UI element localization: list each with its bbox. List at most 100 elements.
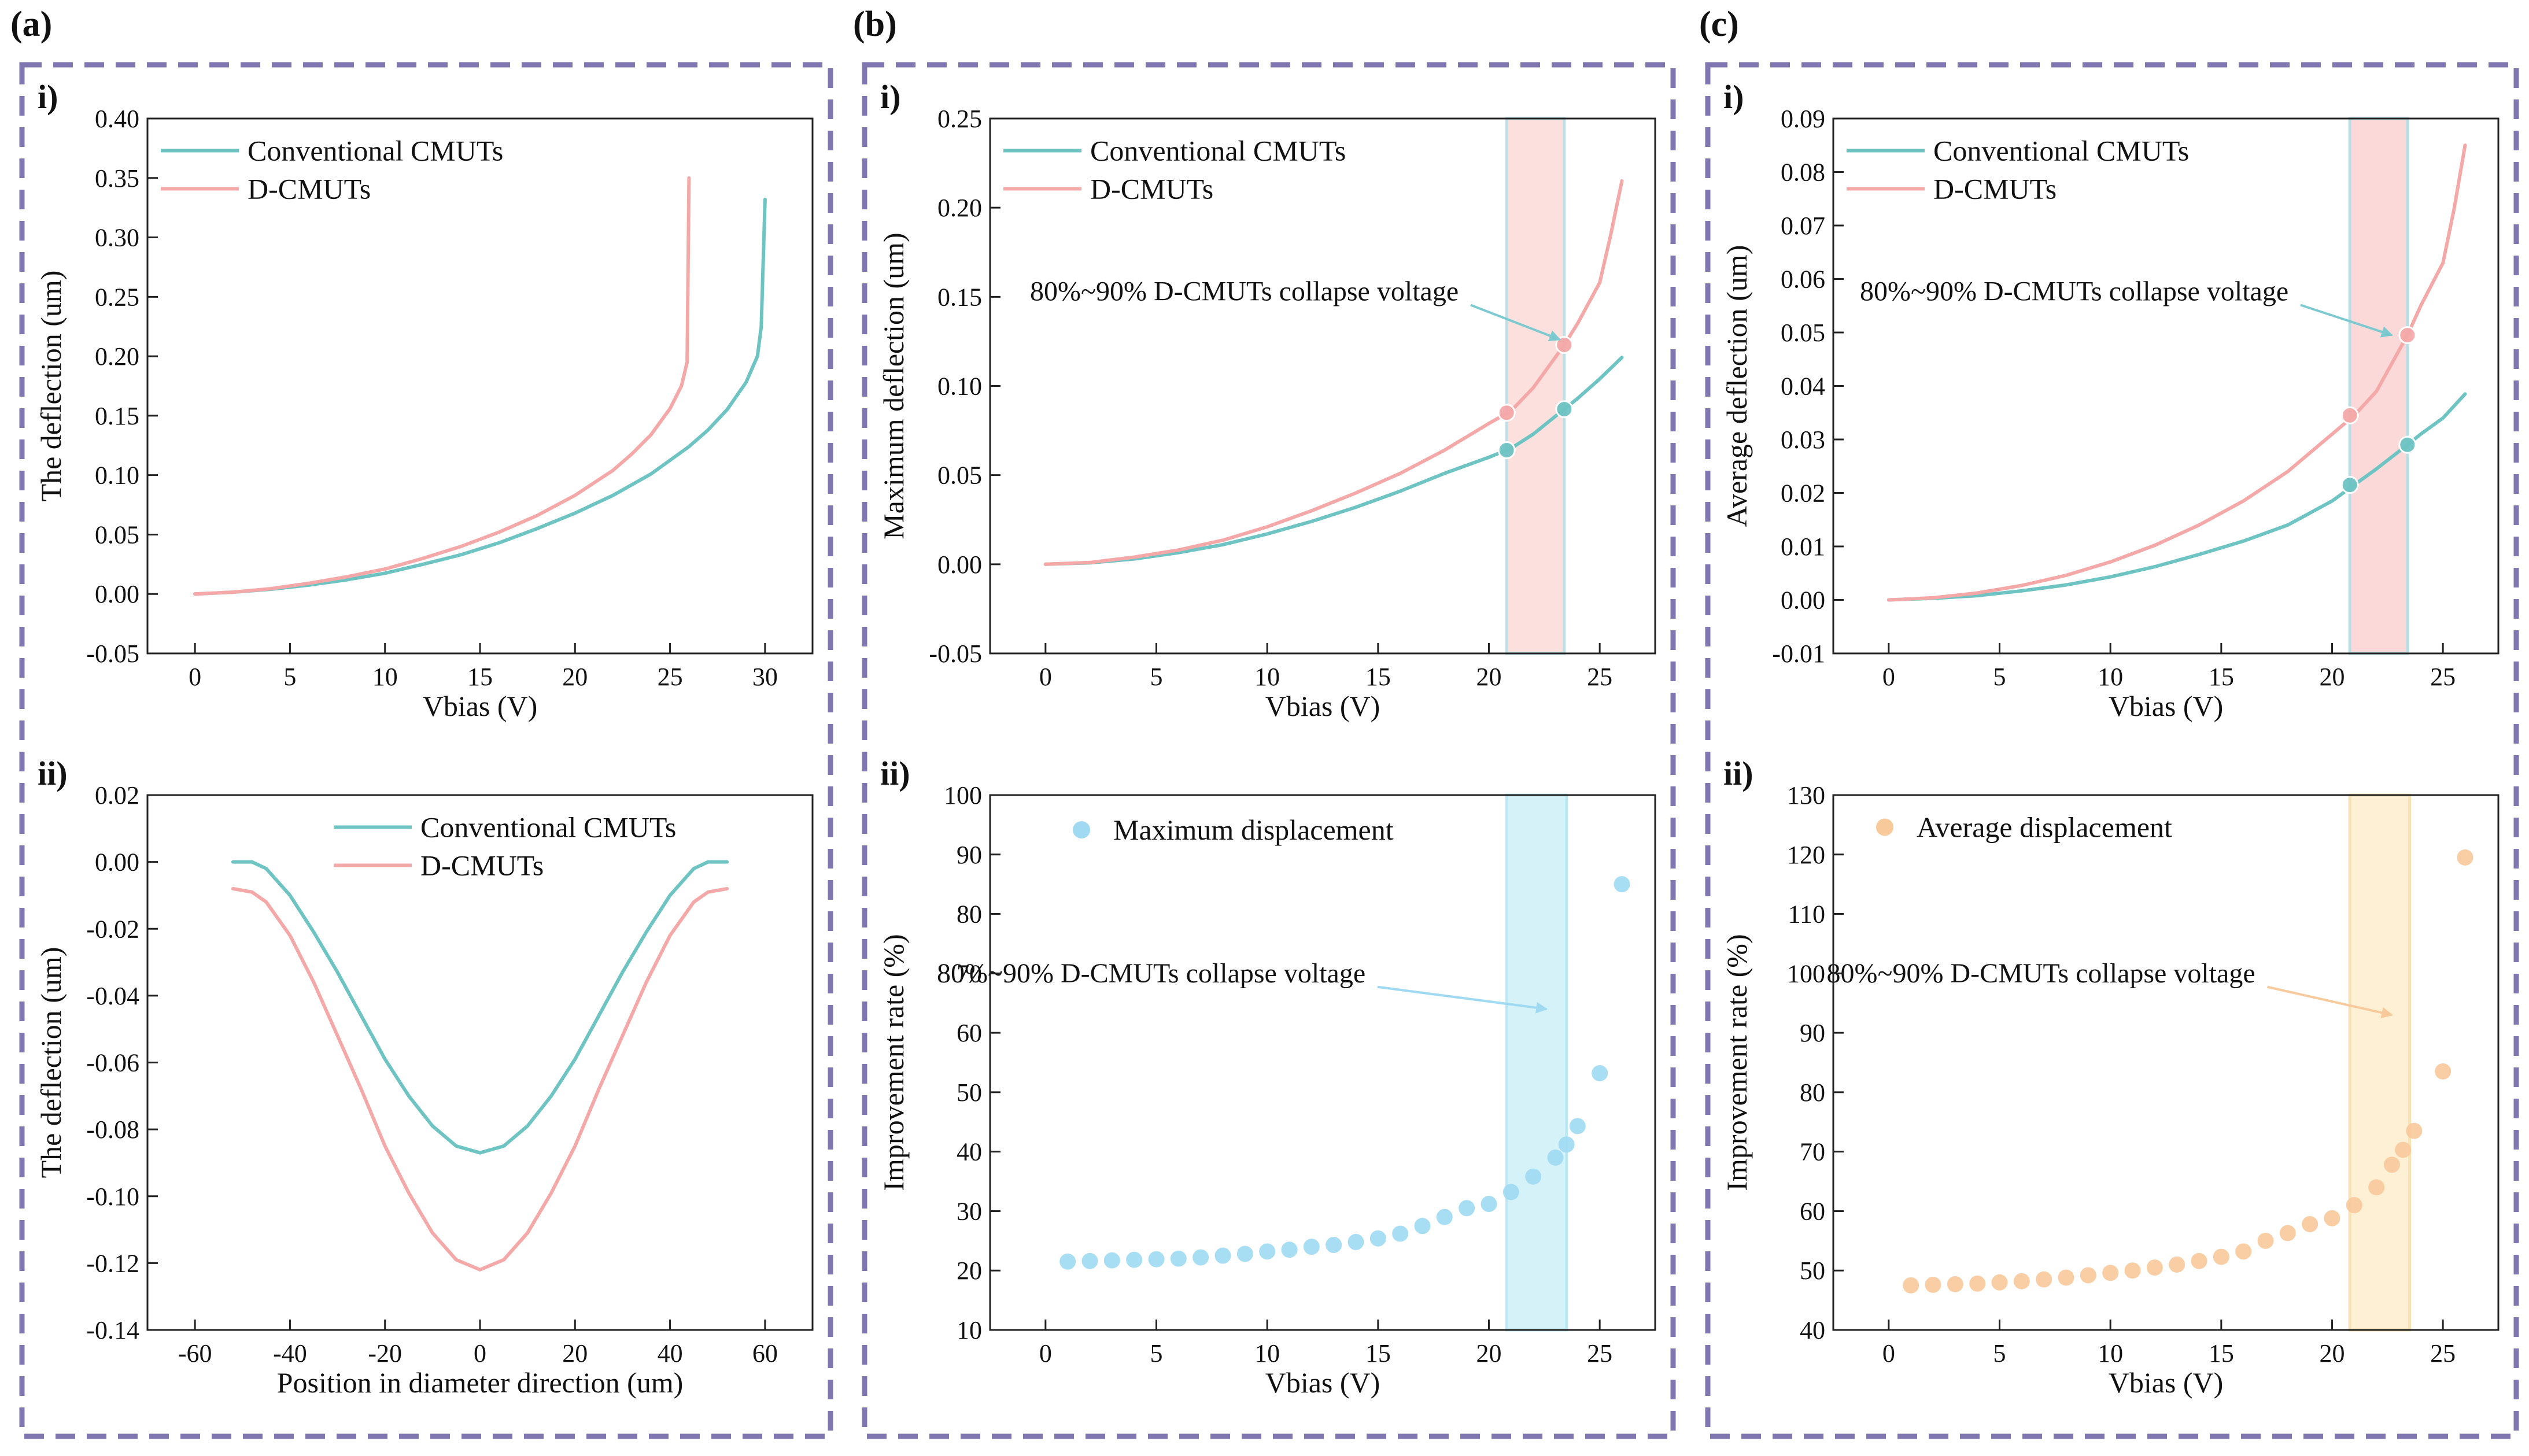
- data-point: [1259, 1243, 1276, 1260]
- highlight-marker: [1497, 404, 1516, 422]
- data-layer: [1903, 849, 2473, 1294]
- y-tick-label: 0.00: [937, 550, 982, 579]
- data-point: [2013, 1273, 2030, 1289]
- sublabel-b-ii: ii): [880, 755, 910, 792]
- series-line: [1886, 143, 2467, 602]
- y-tick-label: 0.02: [95, 781, 139, 810]
- data-point: [1569, 1118, 1586, 1135]
- data-point: [2457, 849, 2473, 866]
- y-axis-label: The deflection (um): [35, 947, 67, 1178]
- y-tick-label: 0.00: [95, 580, 139, 608]
- panel-b-label: (b): [853, 5, 897, 44]
- data-point: [2384, 1156, 2400, 1173]
- data-point: [1369, 1230, 1386, 1247]
- data-point: [2146, 1259, 2163, 1276]
- x-tick-label: 10: [1254, 663, 1280, 691]
- panel-a-label: (a): [10, 5, 52, 44]
- data-point: [1903, 1277, 1919, 1294]
- legend-label: D-CMUTs: [248, 173, 371, 205]
- data-point: [2368, 1179, 2385, 1196]
- data-point: [2102, 1265, 2119, 1281]
- legend: Conventional CMUTs D-CMUTs: [334, 811, 676, 882]
- data-layer: [1886, 143, 2467, 602]
- x-tick-label: 0: [1882, 1339, 1895, 1368]
- y-tick-label: -0.04: [86, 982, 139, 1010]
- x-tick-label: -20: [368, 1339, 402, 1368]
- y-tick-label: -0.05: [86, 640, 139, 668]
- axes-frame: [989, 794, 1656, 1331]
- y-tick-label: 0.08: [1781, 158, 1825, 187]
- collapse-voltage-band: [2348, 793, 2412, 1332]
- y-tick-label: -0.12: [86, 1249, 139, 1277]
- x-tick-label: 10: [1254, 1339, 1280, 1368]
- x-axis-label: Position in diameter direction (um): [277, 1366, 684, 1399]
- y-tick-label: 100: [944, 781, 982, 810]
- data-point: [1502, 1184, 1519, 1200]
- legend: Maximum displacement: [1073, 814, 1394, 846]
- highlight-marker: [2340, 406, 2359, 424]
- data-point: [2395, 1141, 2412, 1158]
- data-point: [2080, 1267, 2096, 1284]
- annotation-arrow: [2300, 304, 2393, 338]
- sublabel-a-ii: ii): [38, 755, 68, 792]
- x-tick-label: 20: [562, 1339, 588, 1368]
- legend-label: D-CMUTs: [1090, 173, 1213, 205]
- legend-label: D-CMUTs: [420, 849, 544, 882]
- highlight-marker: [2398, 435, 2417, 454]
- legend-label: Conventional CMUTs: [420, 811, 676, 844]
- y-tick-label: 0.00: [95, 848, 139, 877]
- data-point: [2279, 1225, 2296, 1241]
- annotation-arrow: [1470, 304, 1561, 342]
- y-tick-label: -0.10: [86, 1182, 139, 1211]
- series-line: [193, 176, 691, 596]
- annotation-text: 80%~90% D-CMUTs collapse voltage: [1860, 276, 2288, 307]
- legend: Conventional CMUTs D-CMUTs: [1003, 135, 1346, 205]
- series-line: [193, 197, 767, 596]
- panel-a-frame: [19, 62, 833, 1439]
- y-tick-label: 60: [957, 1019, 982, 1047]
- data-point: [1614, 876, 1630, 893]
- y-tick-label: 0.02: [1781, 479, 1825, 508]
- x-tick-label: 15: [467, 663, 493, 691]
- chart-a-i: i) 0 5 10 15 20 25 30 -0.05 0.00 0.05 0.10 0.15 0.20 0…: [35, 78, 814, 722]
- data-layer: [1059, 876, 1630, 1270]
- y-tick-label: 0.25: [95, 283, 139, 311]
- data-point: [1991, 1274, 2008, 1291]
- x-tick-label: 20: [1476, 1339, 1502, 1368]
- data-point: [1281, 1241, 1298, 1258]
- data-point: [1414, 1218, 1431, 1235]
- data-point: [1481, 1196, 1497, 1213]
- y-tick-label: 0.35: [95, 164, 139, 193]
- x-tick-label: 25: [658, 663, 683, 691]
- x-tick-label: 0: [1882, 663, 1895, 691]
- data-point: [1192, 1249, 1209, 1266]
- x-tick-label: 10: [2098, 663, 2123, 691]
- data-layer: [231, 860, 729, 1272]
- y-tick-label: 80: [1800, 1078, 1825, 1107]
- y-tick-label: 0.00: [1781, 586, 1825, 615]
- chart-c-ii: ii) 80%~90% D-CMUTs collapse voltage 0 5 10 1…: [1721, 755, 2500, 1399]
- legend-label: Conventional CMUTs: [1090, 135, 1346, 167]
- data-point: [1525, 1168, 1542, 1185]
- data-point: [1592, 1065, 1608, 1081]
- data-point: [1059, 1253, 1076, 1270]
- legend-label: Conventional CMUTs: [1933, 135, 2189, 167]
- x-tick-label: 5: [1150, 663, 1163, 691]
- y-tick-label: -0.06: [86, 1049, 139, 1077]
- y-tick-label: 0.10: [95, 461, 139, 490]
- x-tick-label: 15: [2209, 663, 2234, 691]
- y-axis-label: Improvement rate (%): [1721, 934, 1753, 1191]
- y-tick-label: 0.20: [95, 342, 139, 371]
- y-tick-label: 40: [1800, 1316, 1825, 1344]
- y-tick-label: 80: [957, 900, 982, 929]
- x-tick-label: 40: [658, 1339, 683, 1368]
- data-layer: [193, 176, 767, 596]
- y-tick-label: 70: [957, 959, 982, 988]
- x-tick-label: -40: [273, 1339, 307, 1368]
- y-tick-label: 0.15: [95, 402, 139, 430]
- data-point: [1459, 1200, 1475, 1217]
- data-point: [1303, 1239, 1320, 1255]
- annotation-text: 80%~90% D-CMUTs collapse voltage: [937, 958, 1365, 989]
- data-point: [2435, 1063, 2452, 1080]
- x-tick-label: 5: [1993, 663, 2006, 691]
